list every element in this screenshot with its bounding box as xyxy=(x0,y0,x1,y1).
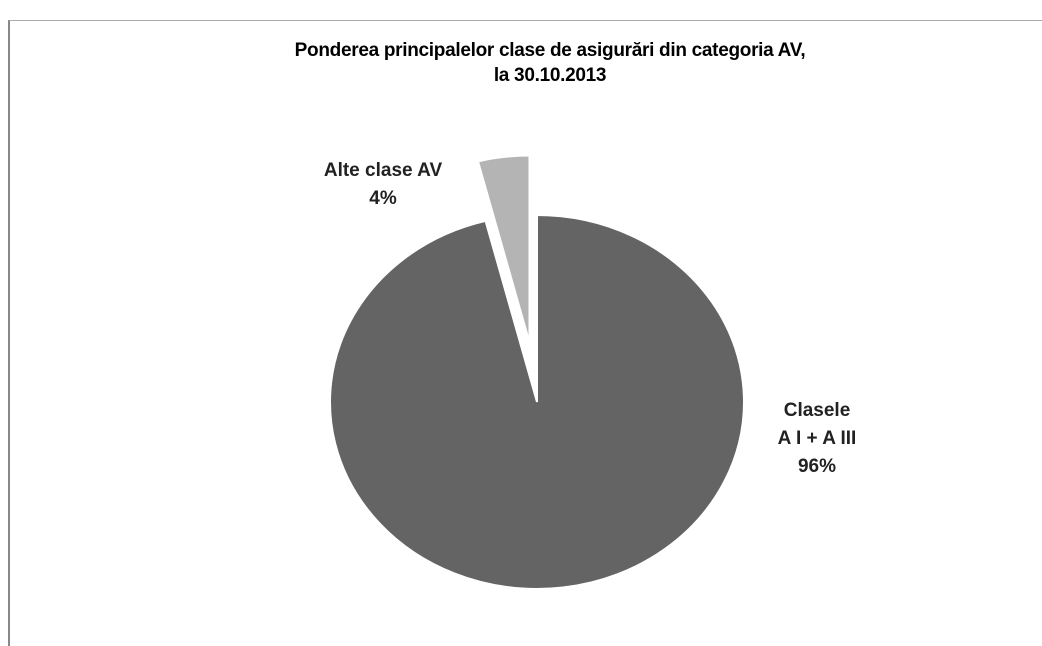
category-label: Clasele A I + A III xyxy=(777,400,857,449)
value-label: 4% xyxy=(369,188,397,209)
pie-slice xyxy=(329,213,745,590)
frame xyxy=(8,20,1042,646)
value-label: 96% xyxy=(797,456,837,477)
category-label: Alte clase AV xyxy=(323,160,443,181)
chart-title: Ponderea principalelor clase de asigurăr… xyxy=(294,40,806,86)
data-label: Clasele A I + A III 96% xyxy=(717,397,917,481)
data-label: Alte clase AV 4% xyxy=(283,157,483,213)
pie-slice xyxy=(476,154,531,343)
